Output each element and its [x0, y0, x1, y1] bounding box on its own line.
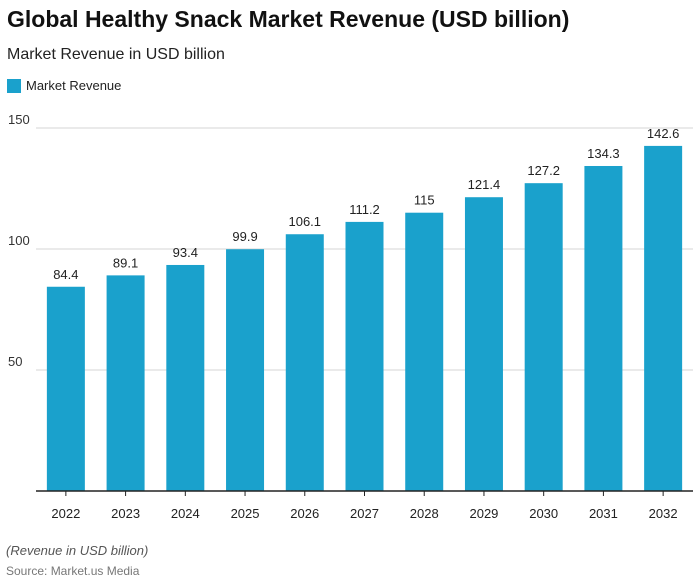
x-tick-label: 2029: [469, 506, 498, 521]
chart-source: Source: Market.us Media: [6, 564, 140, 578]
x-tick-label: 2028: [410, 506, 439, 521]
data-label: 89.1: [113, 255, 138, 270]
x-tick-label: 2025: [231, 506, 260, 521]
legend-swatch: [7, 78, 21, 93]
data-label: 93.4: [173, 245, 198, 260]
bar: [584, 165, 623, 491]
bar: [46, 286, 85, 491]
x-tick-label: 2024: [171, 506, 200, 521]
x-tick-label: 2023: [111, 506, 140, 521]
data-label: 106.1: [288, 214, 321, 229]
data-label: 115: [414, 193, 435, 208]
bar: [285, 234, 324, 491]
data-label: 142.6: [647, 126, 680, 141]
chart-note: (Revenue in USD billion): [6, 543, 149, 558]
x-tick-label: 2032: [649, 506, 678, 521]
bar: [524, 183, 563, 491]
x-tick-label: 2031: [589, 506, 618, 521]
bar: [644, 145, 683, 491]
legend-label: Market Revenue: [26, 78, 122, 93]
y-tick-label: 100: [8, 233, 30, 248]
y-tick-label: 150: [8, 112, 30, 127]
x-tick-label: 2026: [290, 506, 319, 521]
data-label: 127.2: [527, 163, 560, 178]
x-tick-label: 2022: [51, 506, 80, 521]
legend: Market Revenue: [7, 78, 121, 93]
data-label: 111.2: [349, 202, 380, 217]
bar: [345, 221, 384, 491]
x-tick-label: 2027: [350, 506, 379, 521]
chart-title: Global Healthy Snack Market Revenue (USD…: [7, 6, 570, 32]
bar: [166, 264, 205, 491]
data-label: 99.9: [232, 229, 257, 244]
bar: [106, 275, 145, 491]
data-label: 134.3: [587, 146, 620, 161]
bar: [464, 197, 503, 491]
bar: [226, 249, 265, 491]
data-label: 121.4: [468, 177, 501, 192]
chart-subtitle: Market Revenue in USD billion: [7, 46, 225, 63]
y-tick-label: 50: [8, 354, 22, 369]
x-tick-label: 2030: [529, 506, 558, 521]
data-label: 84.4: [53, 267, 78, 282]
bar: [405, 212, 444, 491]
